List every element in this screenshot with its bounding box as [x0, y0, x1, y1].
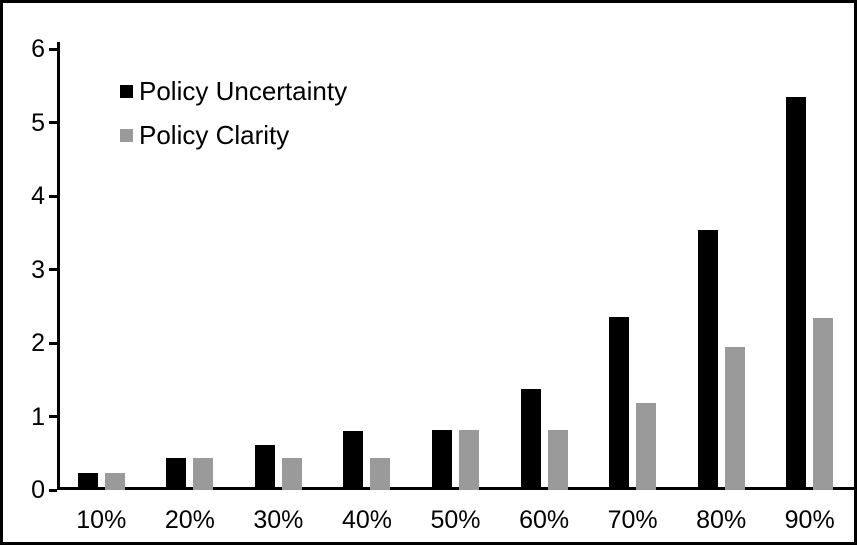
bar-policy-uncertainty-30%: [254, 445, 275, 490]
y-tick-label: 3: [31, 255, 45, 284]
x-category-label: 30%: [253, 506, 304, 534]
bar-policy-clarity-80%: [724, 347, 745, 491]
bar-policy-clarity-60%: [547, 430, 568, 490]
y-tick: [49, 488, 57, 492]
bar-policy-uncertainty-90%: [786, 97, 807, 490]
x-category-label: 20%: [164, 506, 215, 534]
bar-policy-clarity-50%: [459, 430, 479, 490]
y-tick-label: 5: [31, 108, 45, 137]
bar-policy-uncertainty-40%: [343, 431, 364, 490]
x-category-label: 40%: [341, 506, 392, 534]
bar-policy-uncertainty-10%: [77, 473, 98, 490]
legend-label-policy-uncertainty: Policy Uncertainty: [139, 76, 348, 106]
x-category-label: 50%: [430, 506, 481, 534]
bar-policy-uncertainty-50%: [432, 429, 452, 490]
legend-item-policy-uncertainty: Policy Uncertainty: [120, 77, 347, 105]
y-axis-line: [57, 42, 60, 490]
bar-policy-clarity-70%: [636, 402, 657, 490]
legend: Policy Uncertainty Policy Clarity: [120, 77, 347, 165]
y-tick-label: 6: [31, 35, 45, 63]
bar-policy-clarity-20%: [193, 458, 214, 490]
y-tick: [49, 47, 57, 51]
x-category-label: 70%: [607, 506, 658, 534]
y-tick: [49, 194, 57, 198]
y-tick: [49, 341, 57, 345]
bar-policy-uncertainty-60%: [520, 389, 541, 490]
legend-swatch-policy-clarity-icon: [120, 128, 133, 142]
y-tick: [49, 268, 57, 271]
bar-policy-clarity-40%: [370, 458, 391, 490]
x-category-label: 10%: [76, 506, 127, 534]
bar-policy-uncertainty-70%: [609, 316, 630, 490]
bar-policy-clarity-30%: [281, 458, 302, 490]
x-category-label: 90%: [784, 506, 835, 534]
bar-policy-uncertainty-20%: [166, 458, 187, 490]
y-tick: [49, 121, 57, 124]
legend-swatch-policy-uncertainty-icon: [120, 84, 133, 98]
y-tick: [49, 415, 57, 418]
legend-label-policy-clarity: Policy Clarity: [139, 120, 290, 150]
bar-policy-uncertainty-80%: [697, 229, 718, 491]
bar-policy-clarity-10%: [104, 473, 125, 490]
x-category-label: 80%: [696, 506, 747, 534]
y-tick-label: 4: [31, 182, 45, 210]
legend-item-policy-clarity: Policy Clarity: [120, 121, 347, 149]
x-axis-line: [57, 487, 854, 490]
x-category-label: 60%: [519, 506, 570, 534]
y-tick-label: 0: [31, 476, 45, 504]
y-tick-label: 2: [31, 329, 45, 357]
bar-policy-clarity-90%: [813, 318, 834, 490]
y-tick-label: 1: [31, 402, 45, 431]
